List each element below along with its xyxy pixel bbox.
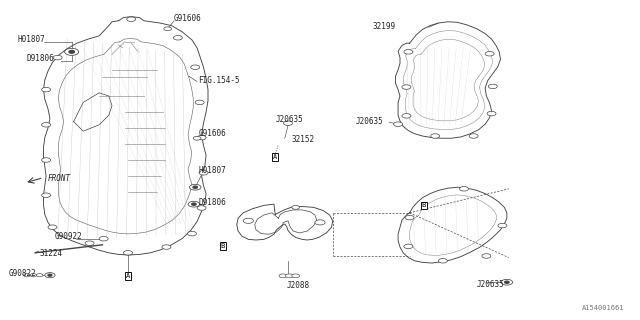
Circle shape: [85, 241, 94, 245]
Circle shape: [53, 55, 62, 60]
Circle shape: [69, 51, 74, 53]
Circle shape: [402, 85, 411, 89]
Circle shape: [292, 274, 300, 278]
Circle shape: [199, 171, 208, 175]
Circle shape: [243, 218, 253, 223]
Text: 31224: 31224: [40, 249, 63, 258]
Circle shape: [431, 134, 440, 138]
Circle shape: [191, 65, 200, 69]
Text: D91806: D91806: [27, 54, 54, 63]
Text: J2088: J2088: [287, 281, 310, 290]
Text: A: A: [126, 273, 130, 279]
Circle shape: [197, 206, 206, 210]
Circle shape: [485, 52, 494, 56]
Circle shape: [487, 111, 496, 116]
Text: G91606: G91606: [174, 14, 202, 23]
Circle shape: [404, 244, 413, 249]
Text: J20635: J20635: [275, 115, 303, 124]
Circle shape: [284, 121, 292, 125]
Circle shape: [42, 158, 51, 162]
Circle shape: [127, 17, 136, 21]
Circle shape: [173, 36, 182, 40]
Circle shape: [482, 254, 491, 258]
Text: J20635: J20635: [355, 116, 383, 125]
Circle shape: [402, 114, 411, 118]
Circle shape: [292, 205, 300, 209]
Text: A154001661: A154001661: [582, 305, 624, 311]
Circle shape: [394, 122, 403, 126]
Text: FIG.154-5: FIG.154-5: [198, 76, 240, 85]
Circle shape: [188, 201, 200, 207]
Text: B: B: [221, 243, 225, 249]
Circle shape: [48, 225, 57, 229]
Circle shape: [42, 123, 51, 127]
Circle shape: [498, 223, 507, 228]
Circle shape: [189, 184, 201, 190]
Circle shape: [315, 220, 325, 225]
Circle shape: [162, 245, 171, 249]
Circle shape: [404, 50, 413, 54]
Circle shape: [164, 27, 172, 31]
Circle shape: [24, 274, 30, 277]
Circle shape: [285, 274, 293, 278]
Circle shape: [36, 274, 43, 277]
Circle shape: [438, 259, 447, 263]
Text: G90922: G90922: [54, 232, 82, 241]
Circle shape: [197, 135, 206, 140]
Circle shape: [469, 134, 478, 138]
Circle shape: [279, 274, 287, 278]
Circle shape: [501, 279, 513, 285]
Circle shape: [124, 251, 132, 255]
Circle shape: [45, 273, 55, 278]
Circle shape: [193, 136, 201, 140]
Circle shape: [192, 203, 196, 205]
Text: H01807: H01807: [198, 166, 226, 175]
Circle shape: [30, 274, 36, 277]
Text: G90822: G90822: [8, 269, 36, 278]
Text: H01807: H01807: [18, 35, 45, 44]
Circle shape: [488, 84, 497, 89]
Circle shape: [405, 215, 414, 220]
Circle shape: [460, 187, 468, 191]
Circle shape: [42, 87, 51, 92]
Text: B: B: [422, 203, 426, 208]
Text: J20635: J20635: [477, 280, 504, 289]
Circle shape: [193, 186, 197, 188]
Circle shape: [42, 193, 51, 197]
Text: D91806: D91806: [198, 198, 226, 207]
Text: A: A: [273, 154, 277, 160]
Circle shape: [188, 231, 196, 236]
Text: FRONT: FRONT: [48, 174, 71, 183]
Circle shape: [65, 48, 79, 55]
Circle shape: [505, 281, 509, 283]
Text: G91606: G91606: [198, 129, 226, 138]
Text: 32199: 32199: [372, 22, 396, 31]
Text: 32152: 32152: [291, 135, 314, 144]
Circle shape: [48, 274, 52, 276]
Circle shape: [195, 100, 204, 105]
Circle shape: [99, 236, 108, 241]
